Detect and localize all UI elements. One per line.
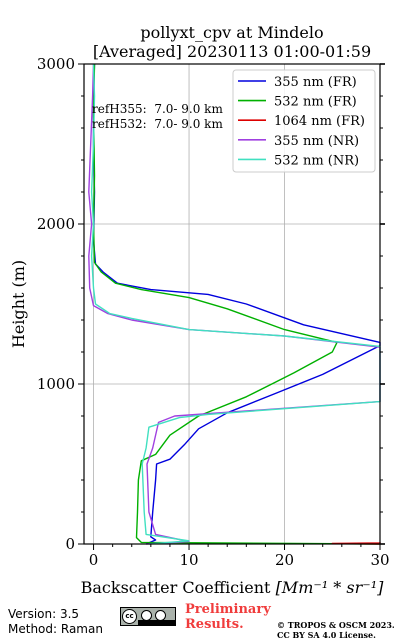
- legend-label-355-nm-fr: 355 nm (FR): [274, 75, 357, 90]
- badge-strip: [138, 620, 175, 625]
- legend-label-532-nm-fr: 532 nm (FR): [274, 95, 357, 110]
- y-tick-label: 1000: [37, 375, 75, 393]
- chart-subtitle: [Averaged] 20230113 01:00-01:59: [93, 42, 371, 61]
- copyright-notice: © TROPOS & OSCM 2023. CC BY SA 4.0 Licen…: [277, 620, 395, 640]
- version-text: Version: 3.5: [8, 607, 80, 621]
- x-axis-label-unit: [Mm⁻¹ * sr⁻¹]: [276, 578, 385, 597]
- x-tick-label: 30: [370, 551, 389, 569]
- legend-label-532-nm-nr: 532 nm (NR): [274, 153, 359, 168]
- copyright-line-2: CC BY SA 4.0 License.: [277, 630, 376, 640]
- x-tick-label: 0: [89, 551, 99, 569]
- legend-box: [232, 69, 376, 173]
- ticks: [78, 63, 385, 550]
- y-tick-label: 2000: [37, 215, 75, 233]
- x-axis-label: Backscatter Coefficient [Mm⁻¹ * sr⁻¹]: [81, 578, 384, 597]
- legend: 355 nm (FR) 532 nm (FR) 1064 nm (FR) 355 nm…: [232, 69, 376, 173]
- legend-label-355-nm-nr: 355 nm (NR): [274, 134, 359, 149]
- annotation-refh532: refH532: 7.0- 9.0 km: [92, 117, 223, 131]
- tick-labels: 0 10 20 30 0 1000 2000 3000: [37, 55, 390, 569]
- series-line-532-nm-fr: [92, 63, 381, 545]
- annotation-refh355: refH355: 7.0- 9.0 km: [92, 102, 223, 116]
- legend-label-1064-nm-fr: 1064 nm (FR): [274, 114, 365, 129]
- x-axis-label-text: Backscatter Coefficient: [81, 578, 271, 597]
- cc-icon: cc: [122, 609, 137, 624]
- preliminary-line-2: Results.: [185, 617, 244, 632]
- y-tick-label: 0: [65, 535, 75, 553]
- chart-title: pollyxt_cpv at Mindelo: [140, 23, 323, 42]
- x-tick-label: 20: [275, 551, 294, 569]
- preliminary-line-1: Preliminary: [185, 602, 271, 617]
- x-tick-label: 10: [179, 551, 198, 569]
- cc-license-badge: cc: [120, 607, 176, 626]
- method-text: Method: Raman: [8, 622, 103, 636]
- series-line-532-nm-nr: [90, 63, 381, 545]
- chart: 0 10 20 30 0 1000 2000 3000 pollyxt_cpv at Mind…: [9, 23, 390, 597]
- y-tick-label: 3000: [37, 55, 75, 73]
- preliminary-notice: Preliminary Results.: [185, 602, 271, 632]
- copyright-line-1: © TROPOS & OSCM 2023.: [277, 620, 395, 630]
- y-axis-label: Height (m): [9, 260, 28, 348]
- plot-frame: [83, 63, 381, 545]
